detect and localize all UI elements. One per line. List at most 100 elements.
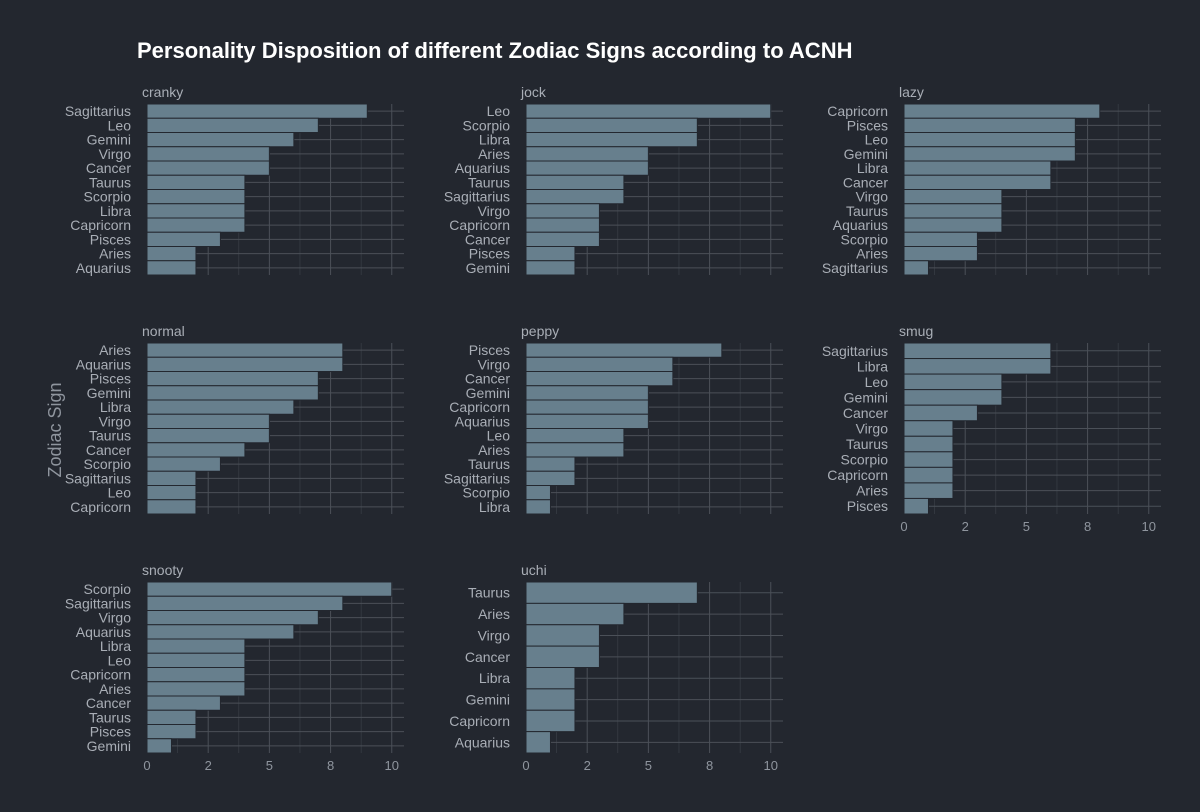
category-label: Capricorn	[827, 467, 888, 483]
bar-uchi-aries	[525, 602, 625, 626]
category-label: Cancer	[843, 405, 888, 421]
category-label: Virgo	[99, 610, 132, 626]
category-label: Aquarius	[76, 356, 131, 372]
bar-jock-leo	[525, 103, 772, 119]
bar-uchi-capricorn	[525, 709, 576, 733]
bar-peppy-pisces	[525, 342, 723, 358]
category-label: Virgo	[856, 189, 889, 205]
category-label: Sagittarius	[65, 595, 131, 611]
bar-jock-libra	[525, 132, 698, 148]
category-label: Leo	[865, 132, 889, 148]
bar-cranky-virgo	[146, 146, 270, 162]
bar-lazy-capricorn	[903, 103, 1101, 119]
facet-smug: smug SagittariusLibraLeoGeminiCancerVirgo…	[822, 323, 1161, 534]
bar-normal-leo	[146, 485, 197, 501]
facet-jock: jock LeoScorpioLibraAriesAquariusTaurusSa…	[444, 84, 783, 276]
bar-snooty-virgo	[146, 610, 319, 626]
facet-lazy: lazy CapricornPiscesLeoGeminiLibraCancerV…	[822, 84, 1161, 276]
x-tick-label: 10	[764, 758, 778, 773]
category-label: Taurus	[468, 585, 510, 601]
bar-jock-taurus	[525, 174, 625, 190]
category-label: Libra	[857, 358, 888, 374]
facet-label: peppy	[521, 323, 559, 339]
x-tick-label: 2	[962, 519, 969, 534]
bar-smug-libra	[903, 358, 1052, 375]
bar-cranky-capricorn	[146, 217, 246, 233]
facet-label: snooty	[142, 562, 183, 578]
x-tick-label: 8	[1084, 519, 1091, 534]
bar-snooty-gemini	[146, 738, 172, 754]
chart-title: Personality Disposition of different Zod…	[137, 38, 852, 63]
category-label: Aries	[478, 146, 510, 162]
bar-normal-pisces	[146, 371, 319, 387]
x-tick-label: 8	[327, 758, 334, 773]
bar-smug-sagittarius	[903, 342, 1052, 360]
category-label: Pisces	[90, 371, 131, 387]
x-tick-label: 0	[522, 758, 529, 773]
bar-smug-leo	[903, 373, 1003, 391]
x-tick-label: 0	[900, 519, 907, 534]
category-label: Sagittarius	[444, 189, 510, 205]
facet-normal: normal AriesAquariusPiscesGeminiLibraVirg…	[65, 323, 404, 515]
bar-peppy-aries	[525, 442, 625, 458]
bar-peppy-leo	[525, 428, 625, 444]
category-label: Scorpio	[841, 231, 889, 247]
bar-snooty-taurus	[146, 709, 197, 725]
facet-panels: crankySagittariusLeoGeminiVirgoCancerTau…	[65, 84, 1161, 773]
category-label: Scorpio	[84, 581, 132, 597]
bar-uchi-libra	[525, 667, 576, 690]
category-label: Aries	[99, 246, 131, 262]
category-label: Aquarius	[76, 624, 131, 640]
bar-normal-aries	[146, 342, 344, 358]
category-label: Taurus	[468, 456, 510, 472]
bar-peppy-sagittarius	[525, 470, 576, 486]
category-label: Libra	[479, 670, 510, 686]
category-label: Aries	[99, 342, 131, 358]
category-label: Capricorn	[827, 103, 888, 119]
category-label: Taurus	[89, 174, 131, 190]
category-label: Gemini	[466, 692, 510, 708]
bar-cranky-aries	[146, 246, 197, 262]
bar-smug-capricorn	[903, 466, 954, 484]
x-tick-label: 8	[706, 758, 713, 773]
bar-jock-cancer	[525, 231, 600, 247]
bar-lazy-taurus	[903, 203, 1003, 219]
bar-cranky-pisces	[146, 231, 221, 247]
category-label: Sagittarius	[822, 343, 888, 359]
category-label: Aries	[99, 681, 131, 697]
x-tick-label: 0	[143, 758, 150, 773]
category-label: Leo	[487, 428, 511, 444]
category-label: Virgo	[478, 203, 511, 219]
category-label: Capricorn	[70, 499, 131, 515]
bar-cranky-sagittarius	[146, 103, 368, 119]
category-label: Virgo	[856, 421, 889, 437]
category-label: Capricorn	[449, 713, 510, 729]
facet-label: uchi	[521, 562, 547, 578]
facet-label: cranky	[142, 84, 183, 100]
x-tick-label: 5	[266, 758, 273, 773]
bar-smug-cancer	[903, 404, 978, 422]
category-label: Cancer	[465, 649, 510, 665]
category-label: Gemini	[844, 146, 888, 162]
bar-peppy-gemini	[525, 385, 649, 401]
bar-snooty-cancer	[146, 695, 221, 711]
category-label: Pisces	[847, 498, 888, 514]
category-label: Scorpio	[463, 117, 511, 133]
bar-normal-taurus	[146, 428, 270, 444]
x-tick-label: 5	[645, 758, 652, 773]
category-label: Leo	[108, 485, 132, 501]
category-label: Libra	[479, 499, 510, 515]
facet-label: normal	[142, 323, 185, 339]
bar-jock-gemini	[525, 260, 576, 276]
bar-normal-cancer	[146, 442, 246, 458]
facet-cranky: cranky SagittariusLeoGeminiVirgoCancerTau…	[65, 84, 404, 276]
category-label: Taurus	[846, 436, 888, 452]
category-label: Leo	[108, 652, 132, 668]
bar-uchi-cancer	[525, 645, 600, 668]
bar-lazy-scorpio	[903, 231, 978, 247]
category-label: Gemini	[87, 738, 131, 754]
x-tick-label: 2	[584, 758, 591, 773]
category-label: Scorpio	[84, 456, 132, 472]
bar-jock-pisces	[525, 246, 576, 262]
bar-uchi-virgo	[525, 624, 600, 647]
